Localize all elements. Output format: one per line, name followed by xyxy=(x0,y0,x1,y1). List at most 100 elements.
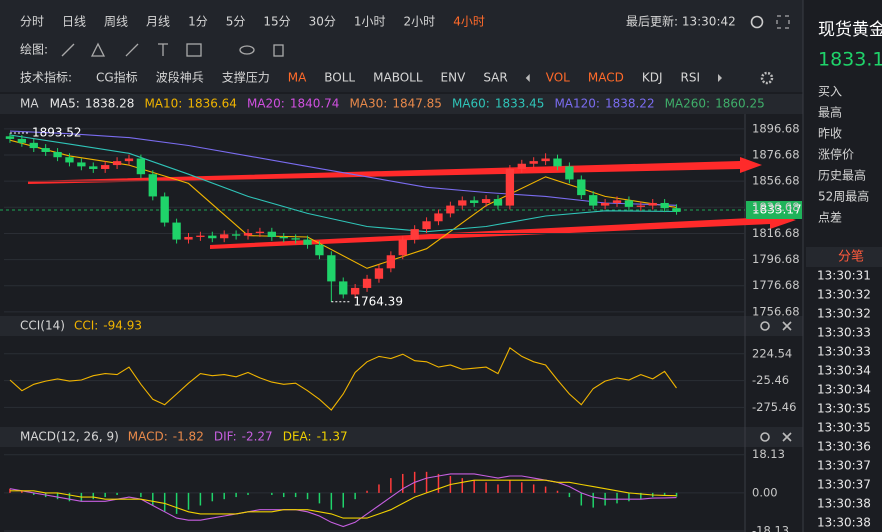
timeframe-tab[interactable]: 日线 xyxy=(62,15,86,29)
candle-body xyxy=(350,287,360,295)
timeframe-tab[interactable]: 1小时 xyxy=(354,15,386,29)
timeframe-tab[interactable]: 4小时 xyxy=(453,15,485,29)
timeframe-tab[interactable]: 30分 xyxy=(309,15,336,29)
fullscreen-button[interactable] xyxy=(776,15,790,29)
candle-body xyxy=(184,236,193,240)
drawing-tools[interactable] xyxy=(61,42,284,57)
tick-time: 13:30:37 xyxy=(817,459,871,473)
legend-value: -2.27 xyxy=(242,430,273,444)
candle-body xyxy=(267,231,276,237)
candle-body xyxy=(600,202,610,206)
candle-body xyxy=(505,168,515,206)
tick-time: 13:30:32 xyxy=(817,288,871,302)
indicator-tab[interactable]: 支撑压力 xyxy=(222,70,270,85)
timeframe-tab[interactable]: 15分 xyxy=(263,15,290,29)
indicator-tab[interactable]: MACD xyxy=(588,71,624,85)
legend-value: 1847.85 xyxy=(392,97,442,111)
panel-controls[interactable] xyxy=(760,321,792,442)
indicator-tab[interactable]: SAR xyxy=(483,71,507,85)
quote-label: 买入 xyxy=(818,85,842,99)
candle-body xyxy=(53,151,62,158)
indicator-tab[interactable]: 波段神兵 xyxy=(156,70,204,85)
candle-body xyxy=(517,163,526,169)
ma-line xyxy=(9,134,677,233)
legend-value: 1836.64 xyxy=(187,97,237,111)
candle-body xyxy=(374,268,384,279)
candle-body xyxy=(410,229,419,240)
timeframe-tab[interactable]: 5分 xyxy=(226,15,246,29)
tick-time: 13:30:33 xyxy=(817,326,871,340)
quote-label: 最高 xyxy=(818,105,842,120)
candle-body xyxy=(231,234,241,236)
indicator-tab[interactable]: ENV xyxy=(441,71,467,85)
instrument-price: 1833.17 xyxy=(818,49,882,71)
refresh-button[interactable] xyxy=(750,15,764,29)
tick-time: 13:30:33 xyxy=(817,345,871,359)
timeframe-tab[interactable]: 1分 xyxy=(188,15,208,29)
tick-time: 13:30:37 xyxy=(817,478,871,492)
indicator-tab[interactable]: BOLL xyxy=(324,71,355,85)
legend-value: -1.82 xyxy=(173,430,204,444)
scroll-right xyxy=(717,74,722,82)
quote-label: 52周最高 xyxy=(818,189,869,204)
candle-body xyxy=(291,238,300,240)
candle-body xyxy=(101,165,110,169)
indicator-label: 技术指标: xyxy=(20,70,72,85)
legend-value: -94.93 xyxy=(103,319,142,333)
indicator-tab[interactable]: MABOLL xyxy=(373,71,423,85)
tick-time: 13:30:31 xyxy=(817,269,871,283)
candle-body xyxy=(553,158,562,167)
candle-body xyxy=(89,166,98,169)
tick-time: 13:30:34 xyxy=(817,383,871,397)
timeframe-tab[interactable]: 月线 xyxy=(146,15,170,29)
y-tick-label: 1836.68 xyxy=(752,200,800,214)
legend-name: MA5: xyxy=(50,97,80,111)
indicator-tab[interactable]: RSI xyxy=(680,71,700,85)
current-price-tag xyxy=(746,201,802,219)
candle-body xyxy=(77,162,86,167)
candle-body xyxy=(243,233,253,236)
candle-body xyxy=(434,213,443,222)
indicator-tab[interactable]: VOL xyxy=(546,71,570,85)
quote-label: 涨停价 xyxy=(818,147,854,162)
legend-name: MA260: xyxy=(665,97,711,111)
trend-arrows xyxy=(28,157,796,249)
legend-name: MA30: xyxy=(349,97,387,111)
legend-name: CCI: xyxy=(74,319,98,333)
cci-line xyxy=(9,346,677,411)
legend-name: MACD: xyxy=(128,430,168,444)
candle-body xyxy=(648,202,657,206)
candle-body xyxy=(446,205,455,214)
candle-body xyxy=(124,158,134,162)
candle-body xyxy=(458,200,467,206)
candle-body xyxy=(386,255,396,269)
ma-line xyxy=(9,130,677,206)
candle-body xyxy=(577,179,586,196)
candle-body xyxy=(624,200,634,207)
y-tick-label: 1756.68 xyxy=(752,304,800,318)
cci-header xyxy=(0,316,803,336)
timeframe-tab[interactable]: 周线 xyxy=(104,15,128,29)
indicator-tab[interactable]: MA xyxy=(288,71,307,85)
candle-body xyxy=(339,281,348,295)
timeframe-tab[interactable]: 分时 xyxy=(20,15,44,29)
indicator-tab[interactable]: CG指标 xyxy=(96,70,138,85)
settings-button[interactable] xyxy=(760,71,774,85)
candle-body xyxy=(148,174,157,197)
timeframe-tab[interactable]: 2小时 xyxy=(404,15,436,29)
candle-body xyxy=(493,199,503,206)
ticks-header xyxy=(806,247,882,267)
candle-body xyxy=(29,142,38,149)
current-price: 1833.17 xyxy=(752,203,802,217)
tick-time: 13:30:35 xyxy=(817,421,871,435)
y-tick-label: -25.46 xyxy=(752,373,789,387)
candle-body xyxy=(208,235,217,239)
candle-body xyxy=(541,158,550,162)
candle-body xyxy=(220,234,229,239)
candle-body xyxy=(303,239,312,245)
candle-body xyxy=(112,161,122,166)
tick-time: 13:30:38 xyxy=(817,516,871,530)
candle-body xyxy=(362,278,372,288)
panel-title: CCI(14) xyxy=(20,319,65,333)
indicator-tab[interactable]: KDJ xyxy=(642,71,663,85)
